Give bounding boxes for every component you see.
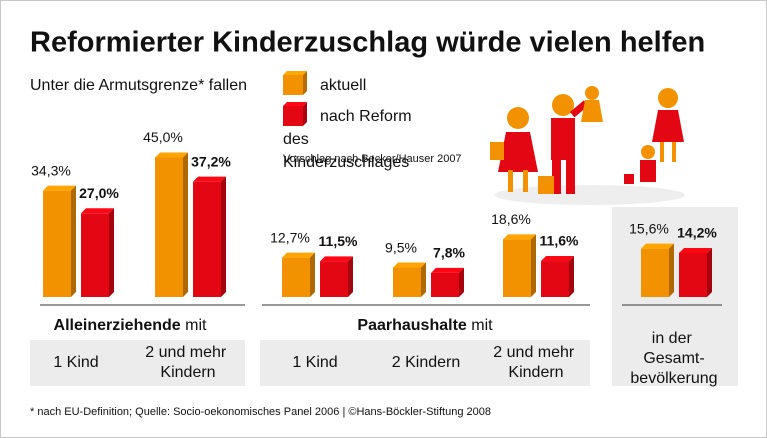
group-suffix: mit: [181, 317, 207, 334]
label-panel: [260, 340, 590, 386]
bar-top: [155, 152, 188, 158]
bar-side: [707, 247, 712, 297]
illustration: [490, 86, 685, 205]
value-label: 37,2%: [191, 153, 231, 169]
group-label: Paarhaushalte mit: [357, 317, 493, 334]
bar-top: [81, 208, 114, 214]
bar-side: [221, 176, 226, 297]
bar-top: [282, 252, 315, 258]
bar-side: [531, 234, 536, 297]
bar-top: [320, 256, 353, 262]
bar-side: [109, 208, 114, 297]
total-panel: [612, 207, 738, 386]
bar-top: [503, 234, 536, 240]
legend-label: nach Reform des Kinderzuschlages: [283, 108, 416, 171]
bar-side: [71, 185, 76, 297]
x-tick-label: 2 und mehr Kindern: [145, 344, 230, 381]
bar-top: [641, 243, 674, 249]
bar: [43, 190, 71, 297]
value-label: 45,0%: [143, 129, 183, 145]
value-label: 15,6%: [629, 220, 669, 236]
legend-title: Unter die Armutsgrenze* fallen: [30, 77, 247, 94]
x-tick-label: 1 Kind: [292, 354, 337, 371]
value-label: 11,6%: [540, 233, 579, 249]
bar-top: [431, 267, 464, 273]
x-tick-label: 1 Kind: [53, 354, 98, 371]
bar-side: [421, 262, 426, 297]
bar: [679, 252, 707, 297]
value-label: 12,7%: [270, 229, 310, 245]
note: Vorschlag nach Becker/Hauser 2007: [283, 153, 462, 165]
x-tick-label: 2 Kindern: [392, 354, 461, 371]
legend-swatch: [283, 75, 303, 95]
group-suffix: mit: [467, 317, 493, 334]
bar-top: [193, 176, 226, 182]
group-label: Alleinerziehende mit: [54, 317, 207, 334]
group-name: Paarhaushalte: [357, 317, 466, 334]
legend-swatch-top: [283, 71, 307, 75]
bar-side: [569, 256, 574, 297]
legend-swatch: [283, 106, 303, 126]
bar-top: [43, 185, 76, 191]
bar: [81, 213, 109, 297]
bar-top: [679, 247, 712, 253]
footer: * nach EU-Definition; Quelle: Socio-oeko…: [30, 406, 491, 418]
x-tick-label: in der Gesamt-bevölkerung: [630, 330, 717, 387]
bar: [155, 157, 183, 297]
legend-swatch-top: [283, 102, 307, 106]
legend-label: aktuell: [320, 77, 366, 94]
value-label: 7,8%: [433, 245, 465, 261]
value-label: 14,2%: [677, 225, 717, 241]
bar: [431, 272, 459, 297]
group-name: Alleinerziehende: [54, 317, 181, 334]
bar: [641, 248, 669, 297]
bar-side: [183, 152, 188, 297]
chart-title: Reformierter Kinderzuschlag würde vielen…: [30, 27, 705, 59]
bar-top: [393, 262, 426, 268]
value-label: 34,3%: [31, 162, 71, 178]
label-panel: [30, 340, 245, 386]
bar: [282, 257, 310, 297]
bar-top: [541, 256, 574, 262]
x-tick-label: 2 und mehr Kindern: [493, 344, 578, 381]
legend-swatch-side: [303, 102, 307, 126]
value-label: 18,6%: [491, 211, 531, 227]
bar-side: [669, 243, 674, 297]
bar-side: [310, 252, 315, 297]
bar: [503, 239, 531, 297]
bar: [193, 181, 221, 297]
legend-swatch-side: [303, 71, 307, 95]
value-label: 9,5%: [385, 239, 417, 255]
bar: [541, 261, 569, 297]
bar: [393, 267, 421, 297]
bar-side: [348, 256, 353, 297]
bar: [320, 261, 348, 297]
bar-side: [459, 267, 464, 297]
value-label: 27,0%: [79, 185, 119, 201]
value-label: 11,5%: [319, 233, 358, 249]
